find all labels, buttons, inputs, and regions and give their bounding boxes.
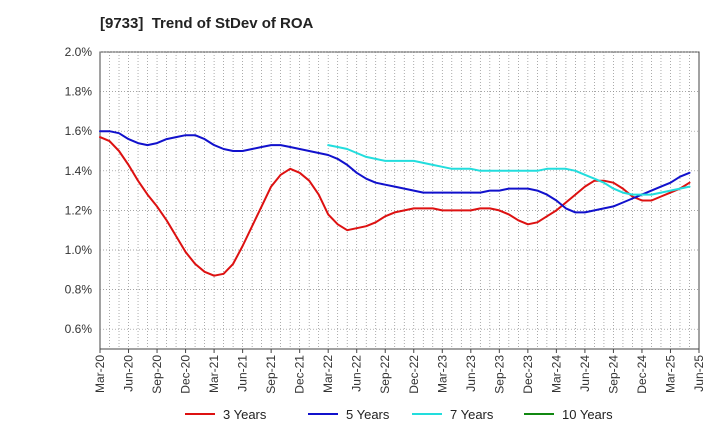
y-tick-label: 1.4% [65,164,93,178]
x-tick-label: Jun-24 [578,355,592,392]
legend-label: 5 Years [346,407,390,422]
x-tick-label: Mar-24 [549,355,563,393]
y-tick-label: 1.6% [65,124,93,138]
x-tick-label: Dec-24 [635,355,649,394]
y-tick-label: 0.8% [65,283,93,297]
series-line-7-years [327,144,691,196]
x-tick-label: Jun-22 [350,355,364,392]
y-tick-label: 1.0% [65,243,93,257]
series-line-5-years [99,130,691,214]
x-tick-label: Dec-21 [293,355,307,394]
x-tick-label: Jun-21 [236,355,250,392]
x-tick-label: Sep-22 [378,355,392,394]
chart-title: [9733] Trend of StDev of ROA [100,15,314,32]
x-tick-label: Dec-20 [179,355,193,394]
x-tick-label: Jun-23 [464,355,478,392]
y-tick-label: 1.8% [65,85,93,99]
x-tick-label: Mar-21 [207,355,221,393]
x-tick-label: Dec-23 [521,355,535,394]
x-tick-label: Sep-21 [264,355,278,394]
x-tick-label: Mar-23 [435,355,449,393]
x-tick-label: Mar-25 [663,355,677,393]
x-tick-label: Jun-25 [692,355,706,392]
legend-label: 7 Years [450,407,494,422]
y-tick-label: 0.6% [65,322,93,336]
x-tick-label: Sep-24 [606,355,620,394]
x-tick-label: Jun-20 [122,355,136,392]
x-tick-label: Dec-22 [407,355,421,394]
x-tick-label: Mar-20 [93,355,107,393]
x-tick-label: Sep-23 [492,355,506,394]
plot-area [99,51,700,350]
x-tick-label: Sep-20 [150,355,164,394]
legend-label: 3 Years [223,407,267,422]
x-tick-label: Mar-22 [321,355,335,393]
y-tick-label: 2.0% [65,45,93,59]
legend-label: 10 Years [562,407,613,422]
y-tick-label: 1.2% [65,203,93,217]
series-line-3-years [99,136,691,277]
